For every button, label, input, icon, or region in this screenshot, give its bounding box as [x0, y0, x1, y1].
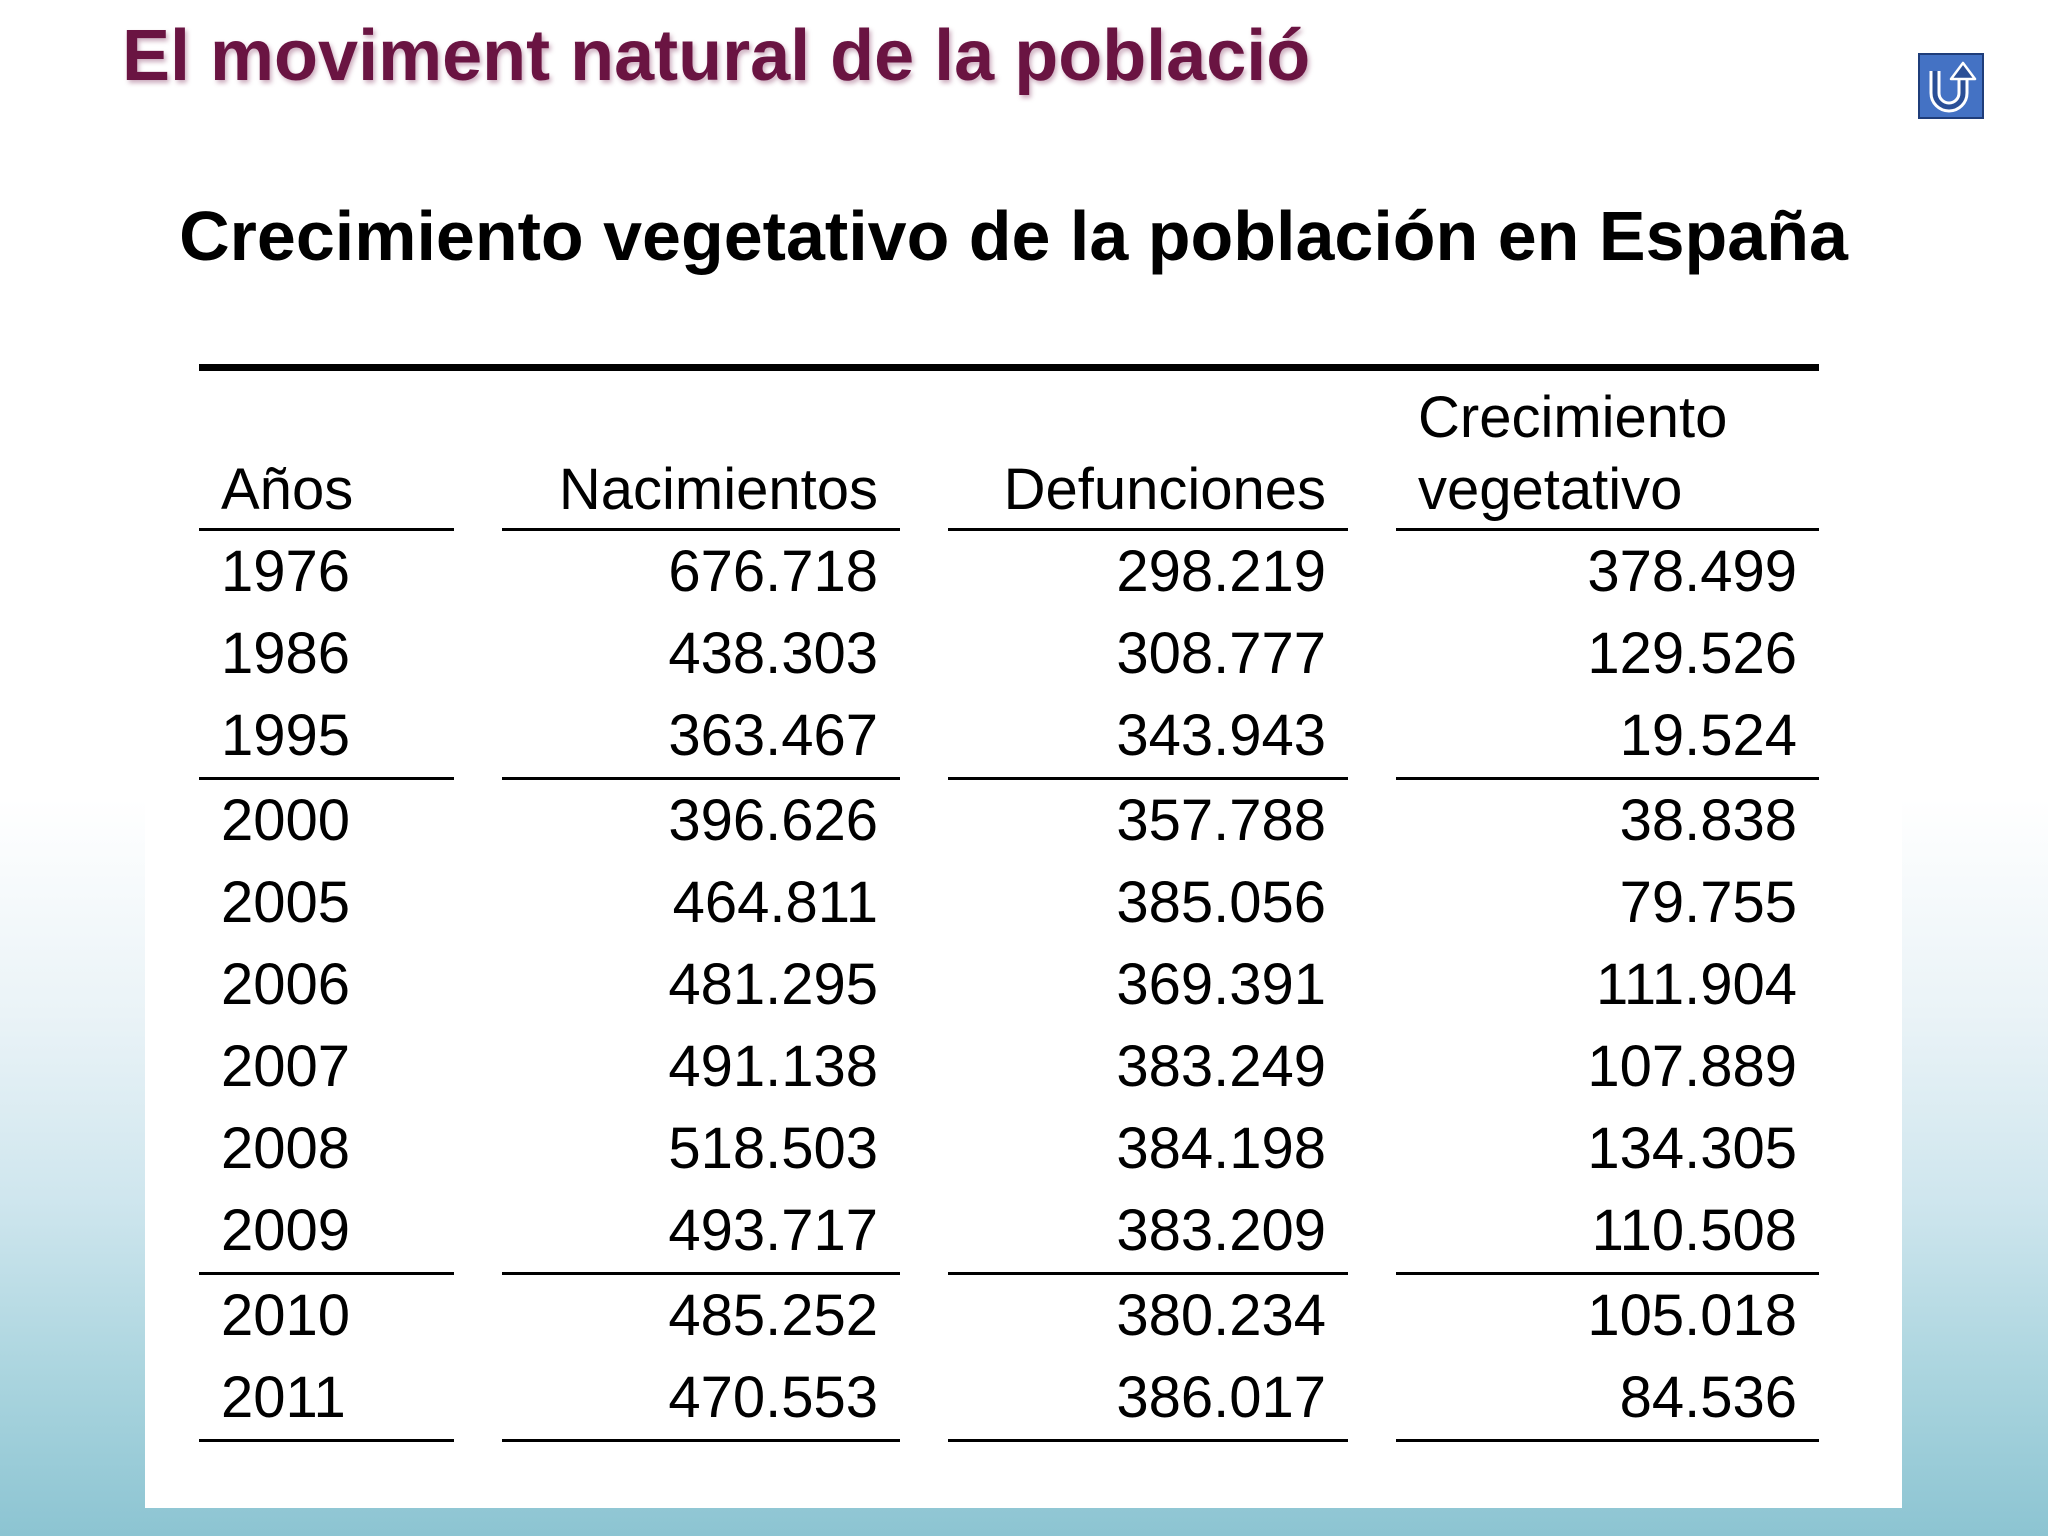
- cell-births: 470.553: [502, 1357, 900, 1442]
- cell-deaths: 384.198: [1116, 1116, 1326, 1181]
- return-arrow-icon: [1929, 61, 1977, 113]
- cell-growth: 111.904: [1595, 952, 1797, 1017]
- cell-growth: 19.524: [1396, 695, 1819, 780]
- cell-births: 363.467: [502, 695, 900, 780]
- cell-births: 518.503: [668, 1116, 878, 1181]
- cell-year: 2010: [221, 1283, 351, 1348]
- table-row: 1986 438.303 308.777 129.526: [199, 613, 1819, 695]
- table-title: Crecimiento vegetativo de la población e…: [179, 197, 1848, 275]
- cell-births: 491.138: [668, 1034, 878, 1099]
- header-natural-growth: Crecimiento vegetativo: [1396, 367, 1819, 531]
- population-growth-table: Años Nacimientos Defunciones Crecimiento…: [199, 364, 1819, 1442]
- cell-growth: 134.305: [1587, 1116, 1797, 1181]
- table-row: 1976 676.718 298.219 378.499: [199, 530, 1819, 614]
- cell-growth: 105.018: [1587, 1283, 1797, 1348]
- cell-deaths: 308.777: [1116, 621, 1326, 686]
- cell-deaths: 343.943: [948, 695, 1348, 780]
- cell-year: 2009: [199, 1190, 454, 1275]
- table-row: 2007 491.138 383.249 107.889: [199, 1026, 1819, 1108]
- table-row: 2006 481.295 369.391 111.904: [199, 944, 1819, 1026]
- header-years: Años: [199, 367, 454, 531]
- table-row: 1995 363.467 343.943 19.524: [199, 695, 1819, 780]
- cell-year: 1976: [221, 539, 351, 604]
- cell-year: 2008: [221, 1116, 351, 1181]
- table-row: 2010 485.252 380.234 105.018: [199, 1274, 1819, 1358]
- cell-deaths: 357.788: [1116, 788, 1326, 853]
- cell-deaths: 380.234: [1116, 1283, 1326, 1348]
- cell-year: 2000: [221, 788, 351, 853]
- cell-deaths: 298.219: [1116, 539, 1326, 604]
- slide-title: El moviment natural de la població: [122, 16, 1311, 96]
- cell-births: 464.811: [672, 870, 878, 935]
- cell-growth: 38.838: [1619, 788, 1797, 853]
- table-row: 2005 464.811 385.056 79.755: [199, 862, 1819, 944]
- cell-births: 396.626: [668, 788, 878, 853]
- cell-births: 481.295: [668, 952, 878, 1017]
- cell-births: 485.252: [668, 1283, 878, 1348]
- cell-deaths: 383.209: [948, 1190, 1348, 1275]
- table-row: 2009 493.717 383.209 110.508: [199, 1190, 1819, 1275]
- table-panel: Crecimiento vegetativo de la población e…: [145, 140, 1902, 1508]
- cell-growth: 110.508: [1396, 1190, 1819, 1275]
- cell-year: 2011: [199, 1357, 454, 1442]
- table-header-row: Años Nacimientos Defunciones Crecimiento…: [199, 367, 1819, 531]
- cell-year: 2005: [221, 870, 351, 935]
- back-button[interactable]: [1918, 53, 1984, 119]
- header-births: Nacimientos: [502, 367, 900, 531]
- cell-births: 676.718: [668, 539, 878, 604]
- cell-deaths: 369.391: [1116, 952, 1326, 1017]
- cell-year: 2007: [221, 1034, 351, 1099]
- cell-growth: 378.499: [1587, 539, 1797, 604]
- cell-deaths: 383.249: [1116, 1034, 1326, 1099]
- table-row: 2008 518.503 384.198 134.305: [199, 1108, 1819, 1190]
- table-row: 2011 470.553 386.017 84.536: [199, 1357, 1819, 1442]
- cell-births: 438.303: [668, 621, 878, 686]
- table-row: 2000 396.626 357.788 38.838: [199, 779, 1819, 863]
- cell-year: 2006: [221, 952, 351, 1017]
- cell-deaths: 386.017: [948, 1357, 1348, 1442]
- cell-deaths: 385.056: [1116, 870, 1326, 935]
- cell-year: 1986: [221, 621, 351, 686]
- cell-growth: 79.755: [1619, 870, 1797, 935]
- cell-growth: 129.526: [1587, 621, 1797, 686]
- cell-growth: 84.536: [1396, 1357, 1819, 1442]
- cell-growth: 107.889: [1587, 1034, 1797, 1099]
- cell-year: 1995: [199, 695, 454, 780]
- header-deaths: Defunciones: [948, 367, 1348, 531]
- cell-births: 493.717: [502, 1190, 900, 1275]
